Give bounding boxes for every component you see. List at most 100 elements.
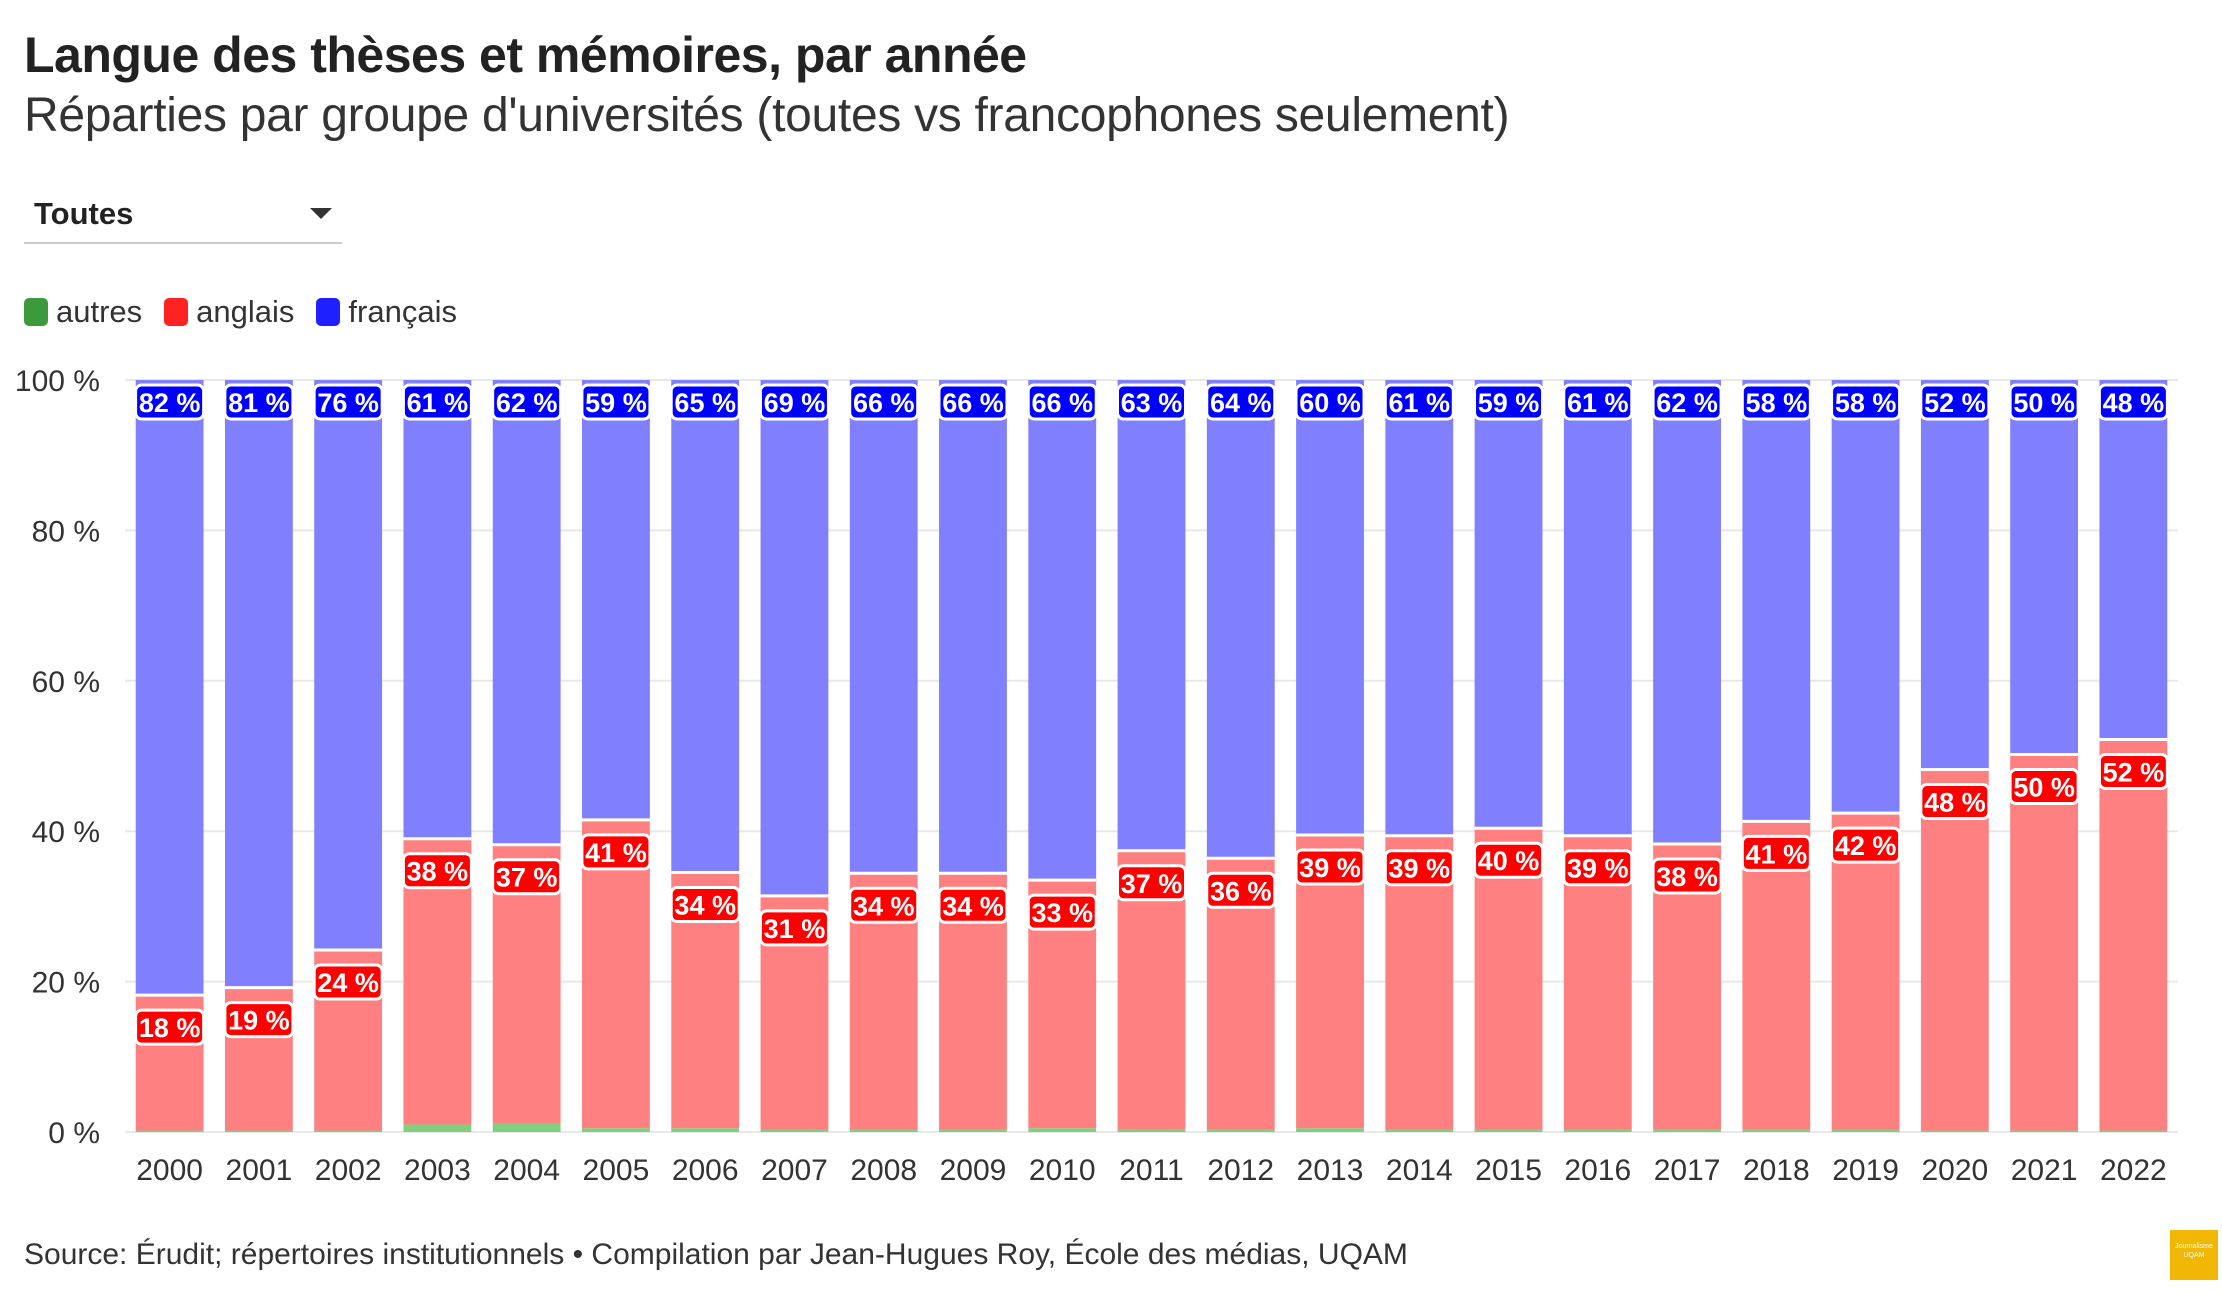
bar-francais (492, 380, 561, 845)
data-label-francais: 81 % (228, 388, 290, 418)
data-label-anglais: 40 % (1478, 846, 1540, 876)
legend-label-francais: français (348, 294, 457, 329)
data-label-francais-bg (1473, 383, 1545, 421)
y-tick-label: 0 % (48, 1117, 100, 1150)
data-label-francais: 69 % (764, 388, 826, 418)
data-label-francais: 61 % (407, 388, 469, 418)
data-label-francais: 58 % (1835, 388, 1897, 418)
data-label-anglais-bg (2097, 752, 2169, 790)
bar-autres (314, 1130, 383, 1132)
data-label-anglais-bg (1919, 783, 1991, 821)
data-label-anglais: 38 % (1656, 862, 1718, 892)
data-label-anglais-bg (401, 852, 473, 890)
bar-anglais (582, 819, 650, 1129)
data-label-francais-bg (1919, 383, 1991, 421)
data-label-anglais-bg (580, 833, 652, 871)
bar-autres (760, 1128, 829, 1132)
bar-autres (1742, 1129, 1811, 1132)
bar-autres (582, 1128, 650, 1132)
bar-francais (2010, 380, 2079, 755)
data-label-francais: 58 % (1746, 388, 1808, 418)
data-label-anglais-bg (1026, 893, 1098, 931)
data-label-anglais-bg (134, 1008, 206, 1046)
data-label-francais-bg (401, 383, 473, 421)
uqam-journalisme-logo: Journalisme UQAM (2170, 1230, 2218, 1280)
y-tick-label: 20 % (32, 967, 100, 1000)
y-tick-label: 40 % (32, 816, 100, 849)
data-label-anglais-bg (848, 886, 920, 924)
bar-francais (403, 380, 472, 839)
data-label-francais: 59 % (1478, 388, 1540, 418)
data-label-anglais: 18 % (139, 1013, 201, 1043)
data-label-francais: 59 % (585, 388, 647, 418)
x-tick-label: 2019 (1832, 1154, 1899, 1187)
bar-francais (135, 380, 204, 996)
bar-anglais (1920, 769, 1989, 1131)
bar-francais (1206, 380, 1275, 859)
bar-autres (849, 1128, 918, 1132)
bar-francais (224, 380, 293, 988)
data-label-francais-bg (669, 383, 741, 421)
data-label-anglais-bg (937, 886, 1009, 924)
data-label-anglais-bg (2008, 767, 2080, 805)
bar-francais (849, 380, 918, 874)
data-label-francais: 61 % (1389, 388, 1451, 418)
data-label-francais-bg (134, 383, 206, 421)
data-label-anglais: 36 % (1210, 876, 1272, 906)
data-label-francais: 60 % (1299, 388, 1361, 418)
data-label-francais: 66 % (1031, 388, 1093, 418)
data-label-francais: 65 % (674, 388, 736, 418)
data-label-francais: 66 % (853, 388, 915, 418)
legend-swatch-autres (24, 298, 48, 326)
data-label-anglais: 41 % (585, 838, 647, 868)
chevron-down-icon[interactable] (310, 208, 332, 219)
bar-autres (1206, 1128, 1275, 1132)
data-label-francais: 63 % (1121, 388, 1183, 418)
bar-autres (1385, 1128, 1454, 1132)
legend-item-anglais[interactable]: anglais (164, 294, 294, 330)
data-label-francais-bg (1830, 383, 1902, 421)
university-group-select[interactable]: Toutes (24, 190, 342, 244)
x-tick-label: 2014 (1386, 1154, 1453, 1187)
data-label-anglais: 52 % (2103, 757, 2165, 787)
data-label-anglais: 31 % (764, 914, 826, 944)
x-tick-label: 2004 (493, 1154, 560, 1187)
data-label-francais: 61 % (1567, 388, 1629, 418)
data-label-francais-bg (580, 383, 652, 421)
bar-anglais (2010, 754, 2079, 1131)
bar-francais (671, 380, 740, 873)
data-label-francais: 62 % (1656, 388, 1718, 418)
legend-item-autres[interactable]: autres (24, 294, 142, 330)
data-label-anglais-bg (1562, 849, 1634, 887)
bar-anglais (1742, 821, 1811, 1130)
data-label-francais-bg (1294, 383, 1366, 421)
data-label-anglais-bg (669, 886, 741, 924)
legend-label-anglais: anglais (196, 294, 295, 329)
x-tick-label: 2012 (1207, 1154, 1274, 1187)
data-label-francais: 76 % (317, 388, 379, 418)
data-label-anglais: 34 % (674, 891, 736, 921)
bar-autres (1920, 1130, 1989, 1132)
bar-anglais (1831, 813, 1900, 1129)
bar-autres (1296, 1128, 1364, 1132)
data-label-francais-bg (2008, 383, 2080, 421)
data-label-francais-bg (223, 383, 295, 421)
bar-autres (2099, 1130, 2168, 1132)
bar-francais (2099, 380, 2168, 740)
data-label-francais: 64 % (1210, 388, 1272, 418)
x-tick-label: 2005 (583, 1154, 650, 1187)
bar-autres (1474, 1128, 1543, 1132)
bar-francais (1920, 380, 1989, 770)
legend-item-francais[interactable]: français (316, 294, 457, 330)
x-tick-label: 2003 (404, 1154, 471, 1187)
bar-autres (939, 1128, 1007, 1132)
data-label-francais-bg (1116, 383, 1187, 421)
x-tick-label: 2007 (761, 1154, 828, 1187)
bar-autres (492, 1122, 561, 1132)
bar-francais (1653, 380, 1721, 844)
data-label-anglais-bg (1740, 834, 1812, 872)
select-value: Toutes (34, 196, 134, 231)
data-label-francais-bg (937, 383, 1009, 421)
x-tick-label: 2009 (940, 1154, 1007, 1187)
bar-francais (1831, 380, 1900, 814)
